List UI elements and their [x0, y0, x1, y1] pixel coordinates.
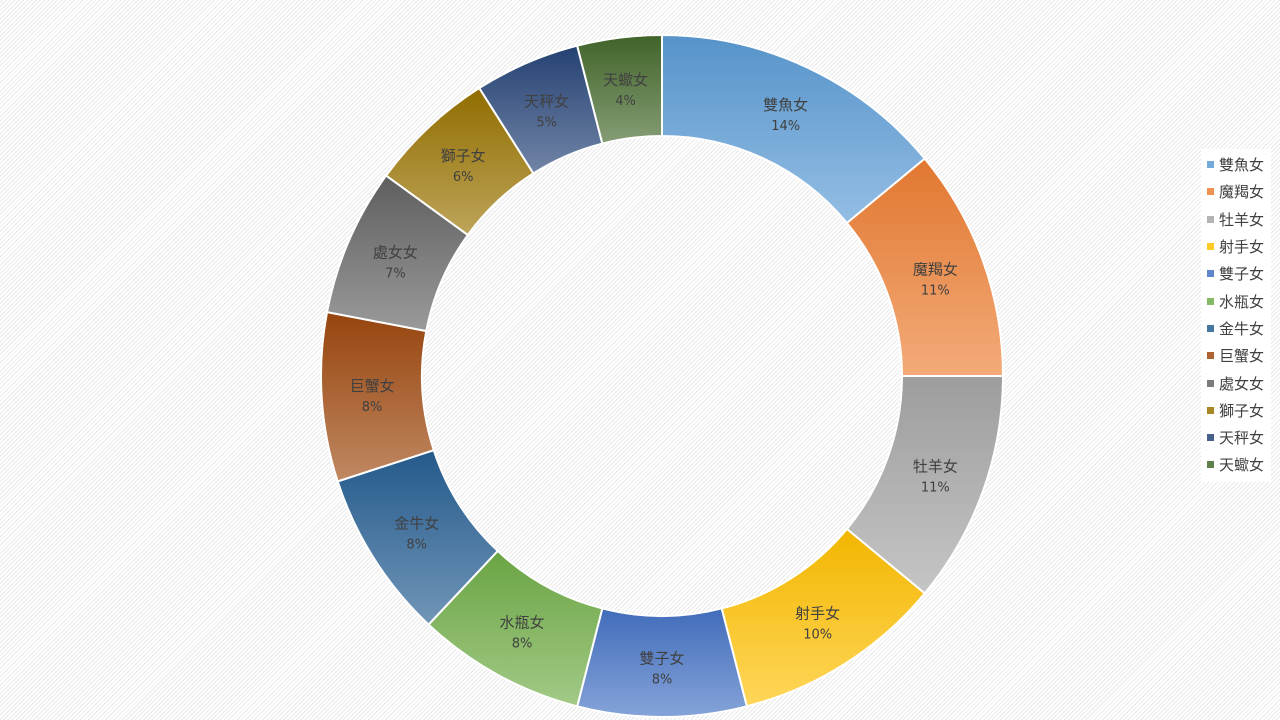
- legend-item: 牡羊女: [1201, 206, 1271, 233]
- legend-item: 處女女: [1201, 369, 1271, 396]
- slice-label-percent: 14%: [771, 119, 800, 134]
- slice-label-name: 雙子女: [639, 650, 684, 668]
- slice-label-percent: 4%: [615, 94, 636, 109]
- legend-swatch: [1207, 243, 1214, 251]
- slice-label-percent: 11%: [921, 284, 950, 299]
- legend-item: 金牛女: [1201, 315, 1271, 342]
- legend-label: 天蠍女: [1219, 456, 1265, 475]
- legend-swatch: [1207, 461, 1214, 469]
- legend-swatch: [1207, 434, 1214, 442]
- slice-label-name: 魔羯女: [913, 261, 958, 279]
- slice-label-name: 水瓶女: [500, 614, 545, 632]
- slice-label-percent: 8%: [406, 538, 427, 553]
- legend-item: 天秤女: [1201, 424, 1271, 451]
- legend-swatch: [1207, 379, 1214, 387]
- legend-label: 處女女: [1219, 374, 1265, 393]
- legend-label: 雙子女: [1219, 265, 1265, 284]
- slice-label-name: 牡羊女: [913, 457, 958, 475]
- legend-swatch: [1207, 188, 1214, 196]
- slice-label-name: 天秤女: [524, 92, 569, 110]
- legend-label: 巨蟹女: [1219, 347, 1265, 366]
- slice-label-percent: 8%: [362, 400, 383, 415]
- legend-item: 巨蟹女: [1201, 342, 1271, 369]
- slice-label-percent: 11%: [921, 480, 950, 495]
- slice-label-name: 射手女: [795, 604, 840, 622]
- legend-label: 魔羯女: [1219, 183, 1265, 202]
- slice-label-percent: 7%: [385, 267, 406, 282]
- legend-swatch: [1207, 406, 1214, 414]
- slice-label-percent: 10%: [803, 627, 832, 642]
- slice-8: [320, 310, 436, 483]
- slice-label-percent: 6%: [453, 170, 474, 185]
- legend-item: 雙子女: [1201, 260, 1271, 287]
- legend-label: 射手女: [1219, 238, 1265, 257]
- slice-label-percent: 8%: [512, 637, 533, 652]
- legend-swatch: [1207, 324, 1214, 332]
- slice-label-name: 巨蟹女: [350, 377, 395, 395]
- legend-label: 金牛女: [1219, 319, 1265, 338]
- legend-swatch: [1207, 161, 1214, 169]
- legend-item: 射手女: [1201, 233, 1271, 260]
- slice-label-name: 獅子女: [441, 147, 486, 165]
- legend-swatch: [1207, 297, 1214, 305]
- legend-label: 天秤女: [1219, 429, 1265, 448]
- slices-group: [320, 33, 1005, 718]
- slice-label-percent: 5%: [536, 115, 557, 130]
- legend-item: 天蠍女: [1201, 451, 1271, 478]
- slice-label-name: 雙魚女: [763, 96, 808, 114]
- legend-label: 獅子女: [1219, 401, 1265, 420]
- chart-legend: 雙魚女魔羯女牡羊女射手女雙子女水瓶女金牛女巨蟹女處女女獅子女天秤女天蠍女: [1201, 149, 1271, 482]
- legend-item: 獅子女: [1201, 397, 1271, 424]
- legend-swatch: [1207, 352, 1214, 360]
- legend-label: 牡羊女: [1219, 210, 1265, 229]
- legend-label: 雙魚女: [1219, 156, 1265, 175]
- data-labels-group: 雙魚女 14% 魔羯女 11% 牡羊女 11% 射手女 10% 雙子女 8% 水瓶女 8% 金牛女 8% 巨…: [350, 71, 958, 688]
- legend-swatch: [1207, 270, 1214, 278]
- slice-label-name: 處女女: [373, 244, 418, 262]
- legend-label: 水瓶女: [1219, 292, 1265, 311]
- legend-item: 魔羯女: [1201, 178, 1271, 205]
- slice-label-name: 天蠍女: [603, 71, 648, 89]
- legend-item: 雙魚女: [1201, 151, 1271, 178]
- legend-item: 水瓶女: [1201, 287, 1271, 314]
- slice-12: [575, 33, 663, 145]
- slice-label-name: 金牛女: [394, 515, 439, 533]
- legend-swatch: [1207, 215, 1214, 223]
- slice-label-percent: 8%: [652, 673, 673, 688]
